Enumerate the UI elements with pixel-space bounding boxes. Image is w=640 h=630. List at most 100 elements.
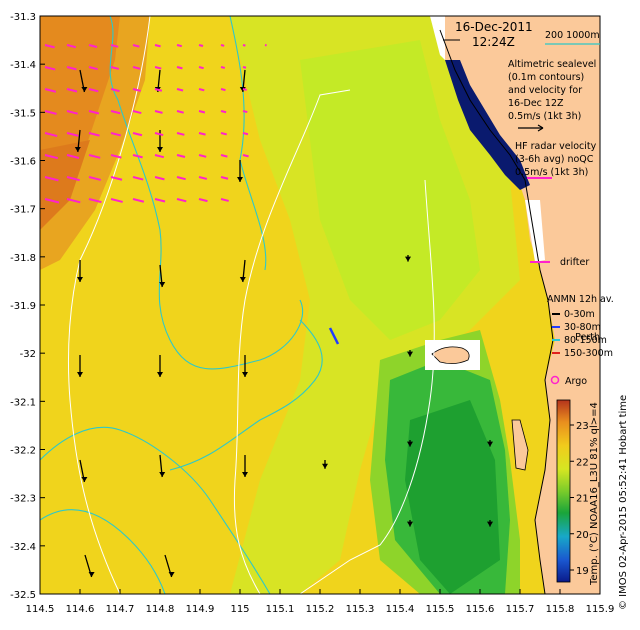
legend-line: 0.5m/s (1kt 3h) [508,111,581,122]
hf-arrow [110,132,122,137]
arrowhead [88,572,95,577]
x-tick-label: 114.8 [146,604,175,615]
contour-line [40,509,166,594]
contour-line [229,16,267,271]
arrowhead [487,441,493,447]
x-tick-label: 115 [230,604,249,615]
hf-arrow [220,198,229,202]
legend-line: 0.5m/s (1kt 3h) [515,167,588,178]
colorbar-tick-label: 23 [576,421,589,432]
x-tick-label: 114.7 [106,604,135,615]
hf-arrow [154,154,165,159]
hf-arrow [132,110,142,115]
arrowhead [159,472,166,477]
isobath-200m-inner [299,179,435,594]
hf-arrow [176,66,183,70]
hf-arrow [88,198,102,204]
x-tick-label: 115.6 [466,604,495,615]
hf-arrow [154,66,162,70]
hf-arrow [88,132,100,137]
hf-legend: HF radar velocity (3-6h avg) noQC 0.5m/s… [515,141,597,179]
coastal-gap-north [430,16,445,60]
hf-arrow [198,176,208,180]
y-tick-label: -32.1 [10,397,36,408]
hf-arrow [110,66,120,70]
x-tick-label: 115.9 [586,604,615,615]
depth-scale-label: 200 1000m [545,30,600,41]
perth-label: Perth [575,332,600,343]
y-tick-label: -31.8 [10,253,36,264]
x-axis: 114.5 114.6 114.7 114.8 114.9 115 115.1 115.2 11… [26,589,615,615]
hf-arrow [220,44,225,47]
colorbar-gradient [556,399,571,583]
hf-arrow [176,110,184,114]
hf-arrow [242,110,248,114]
hf-arrow [220,154,228,158]
hf-arrow [198,132,206,136]
arrowhead [77,372,83,377]
arrowhead [168,572,175,577]
hf-arrow [44,44,55,49]
arrowhead [239,87,246,92]
hf-arrow [154,44,161,48]
hf-arrow [44,154,59,160]
altimetry-legend: Altimetric sealevel (0.1m contours) and … [508,59,596,132]
legend-line: 16-Dec 12Z [508,98,564,109]
hf-arrow [66,88,78,93]
hf-arrow [132,154,143,159]
y-tick-label: -31.9 [10,301,36,312]
legend-line: HF radar velocity [515,141,597,152]
colorbar-tick-label: 22 [576,457,589,468]
hf-arrow [66,44,77,49]
map-time: 12:24Z [472,35,515,49]
hf-arrow [66,132,79,137]
colorbar-tick-label: 21 [576,494,589,505]
y-tick-label: -32.2 [10,446,36,457]
hf-arrow [110,154,122,159]
hf-arrow [44,176,59,182]
garden-island [511,419,529,471]
y-tick-label: -31.5 [10,108,36,119]
hf-arrow [242,154,249,158]
hf-arrow [132,88,141,92]
arrowhead [242,472,248,477]
hf-arrow [110,198,123,203]
arrowhead [81,477,88,482]
cooler-patch [300,40,480,340]
colorbar-label: Temp. (°C) NOAA16_L3U 81% ql>=4 [589,402,600,586]
arrowhead [237,177,243,182]
hf-arrow [176,198,187,203]
arrowhead [322,463,328,469]
arrowhead [407,521,413,527]
hf-arrow [198,198,208,203]
y-tick-label: -31.6 [10,157,36,168]
hf-arrow [154,198,166,203]
hf-arrow [132,176,144,181]
hf-radar-arrows [44,44,267,204]
rottnest-island [431,346,470,364]
arrowhead [157,147,163,152]
arrowhead [242,372,248,377]
x-tick-label: 115.5 [426,604,455,615]
hf-arrow [66,176,80,182]
hf-arrow [154,132,164,137]
hf-arrow [220,132,228,136]
arrowhead [405,256,411,262]
hf-arrow [242,88,247,91]
x-tick-label: 114.6 [66,604,95,615]
colorbar-tick-label: 20 [576,530,589,541]
legend-line: and velocity for [508,85,582,96]
hf-arrow [242,66,247,69]
arrowhead [537,124,544,132]
x-tick-label: 115.2 [306,604,335,615]
arrowhead [407,441,413,447]
anmn-item-label: 150-300m [564,348,613,359]
hf-arrow [176,154,186,158]
y-tick-label: -32.5 [10,590,36,601]
hf-arrow [176,88,184,92]
x-tick-label: 115.3 [346,604,375,615]
contour-line [109,16,304,370]
hot-patch [40,140,90,230]
anmn-item-label: 80-150m [564,335,607,346]
anmn-legend: ANMN 12h av. 0-30m 30-80m 80-150m 150-30… [547,294,614,359]
